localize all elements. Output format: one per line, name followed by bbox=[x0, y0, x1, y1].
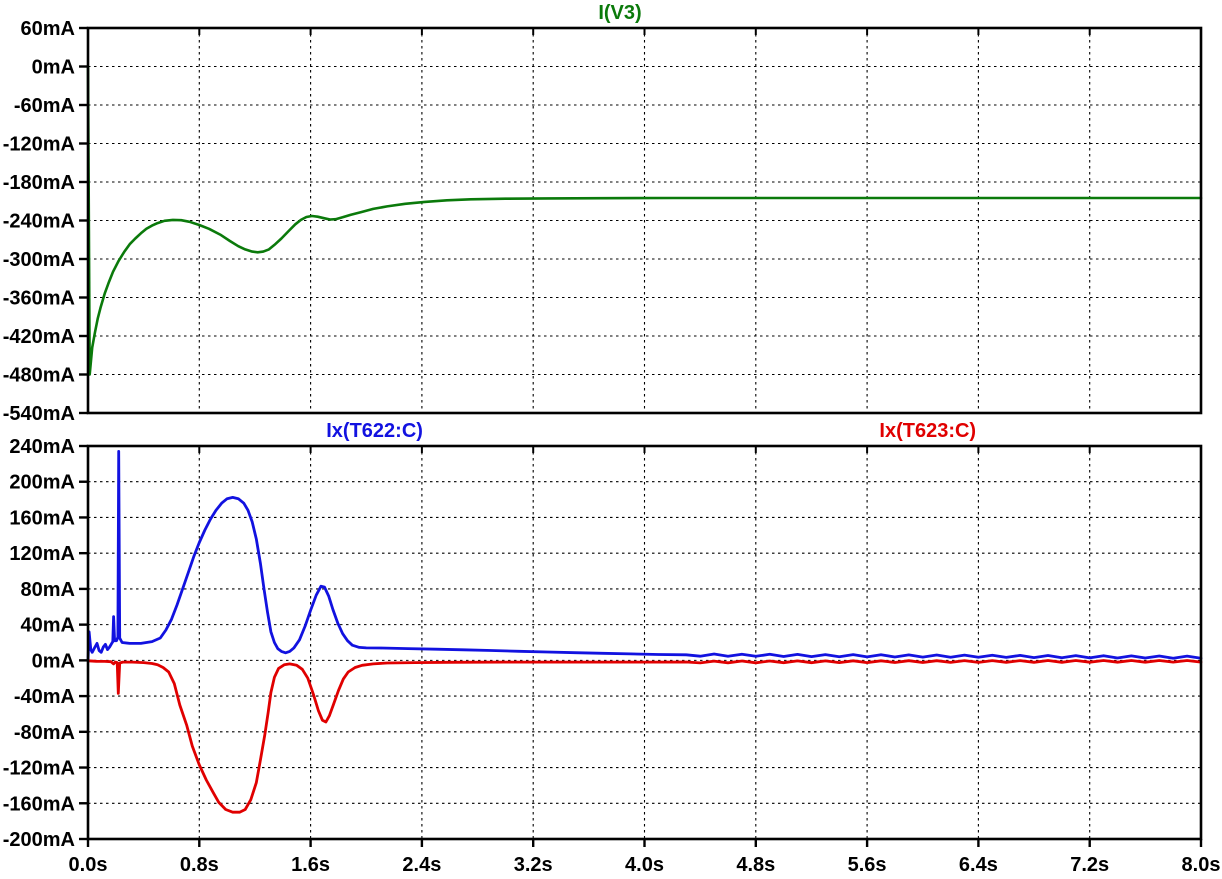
y-tick-label: -480mA bbox=[3, 365, 75, 387]
y-tick-label: -160mA bbox=[3, 793, 75, 815]
x-tick-label: 4.0s bbox=[625, 854, 664, 876]
trace-i-v3- bbox=[86, 65, 1203, 376]
plot-pane-1: 60mA 0mA -60mA -120mA -180mA -240mA -300mA -360… bbox=[3, 18, 1203, 425]
x-tick-label: 4.8s bbox=[736, 854, 775, 876]
y-tick-label: 160mA bbox=[9, 507, 75, 529]
trace-ix-t622-c- bbox=[86, 449, 1203, 662]
x-tick-label: 6.4s bbox=[959, 854, 998, 876]
trace-label-ix-t623c[interactable]: Ix(T623:C) bbox=[879, 420, 977, 442]
y-tick-label: -300mA bbox=[3, 249, 75, 271]
y-tick-label: 40mA bbox=[21, 615, 75, 637]
plot-pane-2: 240mA 200mA 160mA 120mA 80mA 40mA 0mA -40mA -80m… bbox=[3, 436, 1221, 876]
y-tick-label: 200mA bbox=[9, 472, 75, 494]
x-tick-label: 5.6s bbox=[848, 854, 887, 876]
y-tick-label: -80mA bbox=[14, 722, 75, 744]
y-tick-label: 0mA bbox=[32, 650, 75, 672]
y-tick-label: -180mA bbox=[3, 172, 75, 194]
y-tick-label: 240mA bbox=[9, 436, 75, 458]
x-tick-label: 1.6s bbox=[291, 854, 330, 876]
x-tick-label: 0.0s bbox=[69, 854, 108, 876]
x-tick-label: 8.0s bbox=[1182, 854, 1221, 876]
y-tick-label: 120mA bbox=[9, 543, 75, 565]
trace-label-iv3[interactable]: I(V3) bbox=[598, 2, 642, 24]
y-tick-label: -120mA bbox=[3, 134, 75, 156]
x-tick-label: 2.4s bbox=[402, 854, 441, 876]
y-tick-label: -360mA bbox=[3, 288, 75, 310]
y-tick-label: 80mA bbox=[21, 579, 75, 601]
y-tick-label: -120mA bbox=[3, 758, 75, 780]
y-tick-label: 0mA bbox=[32, 57, 75, 79]
trace-ix-t623-c- bbox=[86, 659, 1203, 814]
y-tick-label: 60mA bbox=[21, 18, 75, 40]
y-tick-label: -60mA bbox=[14, 95, 75, 117]
y-tick-label: -200mA bbox=[3, 829, 75, 851]
trace-label-ix-t622c[interactable]: Ix(T622:C) bbox=[326, 420, 423, 442]
y-tick-label: -540mA bbox=[3, 403, 75, 425]
y-tick-label: -420mA bbox=[3, 326, 75, 348]
x-tick-label: 0.8s bbox=[180, 854, 219, 876]
y-tick-label: -40mA bbox=[14, 686, 75, 708]
x-tick-label: 3.2s bbox=[514, 854, 553, 876]
x-tick-label: 7.2s bbox=[1070, 854, 1109, 876]
y-tick-label: -240mA bbox=[3, 211, 75, 233]
